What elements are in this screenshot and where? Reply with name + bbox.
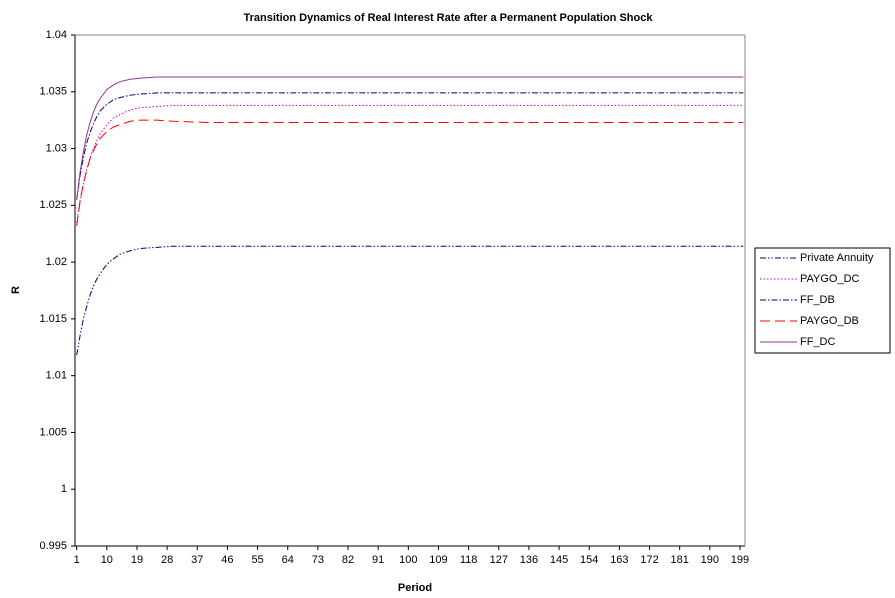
y-tick-label: 1.01 bbox=[46, 370, 67, 382]
y-tick-label: 1.04 bbox=[46, 29, 67, 41]
y-tick-label: 1.035 bbox=[39, 86, 67, 98]
x-tick-label: 37 bbox=[191, 554, 203, 566]
series-line bbox=[76, 92, 744, 200]
series-line bbox=[76, 104, 744, 223]
x-tick-label: 163 bbox=[610, 554, 628, 566]
x-tick-label: 55 bbox=[251, 554, 263, 566]
series-line bbox=[76, 119, 744, 226]
series-line bbox=[76, 76, 744, 200]
y-tick-label: 1.02 bbox=[46, 256, 67, 268]
x-tick-label: 190 bbox=[701, 554, 719, 566]
y-tick-label: 1.005 bbox=[39, 426, 67, 438]
x-tick-label: 73 bbox=[312, 554, 324, 566]
legend-label: PAYGO_DC bbox=[800, 273, 860, 285]
legend-label: Private Annuity bbox=[800, 252, 874, 264]
x-tick-label: 118 bbox=[460, 554, 478, 566]
series-line bbox=[76, 245, 744, 356]
x-axis-title: Period bbox=[398, 582, 432, 594]
x-tick-label: 1 bbox=[74, 554, 80, 566]
x-tick-label: 19 bbox=[131, 554, 143, 566]
x-tick-label: 10 bbox=[101, 554, 113, 566]
x-tick-label: 82 bbox=[342, 554, 354, 566]
x-tick-label: 28 bbox=[161, 554, 173, 566]
y-tick-label: 1.03 bbox=[46, 142, 67, 154]
legend-label: FF_DB bbox=[800, 294, 835, 306]
x-tick-label: 181 bbox=[670, 554, 688, 566]
x-tick-label: 64 bbox=[282, 554, 294, 566]
y-axis-title: R bbox=[10, 286, 22, 294]
y-tick-label: 1 bbox=[61, 483, 67, 495]
x-tick-label: 109 bbox=[429, 554, 447, 566]
x-tick-label: 199 bbox=[731, 554, 749, 566]
x-tick-label: 172 bbox=[640, 554, 658, 566]
y-tick-label: 1.025 bbox=[39, 199, 67, 211]
x-tick-label: 46 bbox=[221, 554, 233, 566]
x-tick-label: 127 bbox=[490, 554, 508, 566]
x-tick-label: 145 bbox=[550, 554, 568, 566]
legend-label: PAYGO_DB bbox=[800, 315, 859, 327]
x-tick-label: 136 bbox=[520, 554, 538, 566]
x-tick-label: 91 bbox=[372, 554, 384, 566]
chart-title: Transition Dynamics of Real Interest Rat… bbox=[244, 12, 654, 24]
x-tick-label: 154 bbox=[580, 554, 598, 566]
y-tick-label: 0.995 bbox=[39, 540, 67, 552]
legend-label: FF_DC bbox=[800, 336, 836, 348]
x-tick-label: 100 bbox=[399, 554, 417, 566]
y-tick-label: 1.015 bbox=[39, 313, 67, 325]
